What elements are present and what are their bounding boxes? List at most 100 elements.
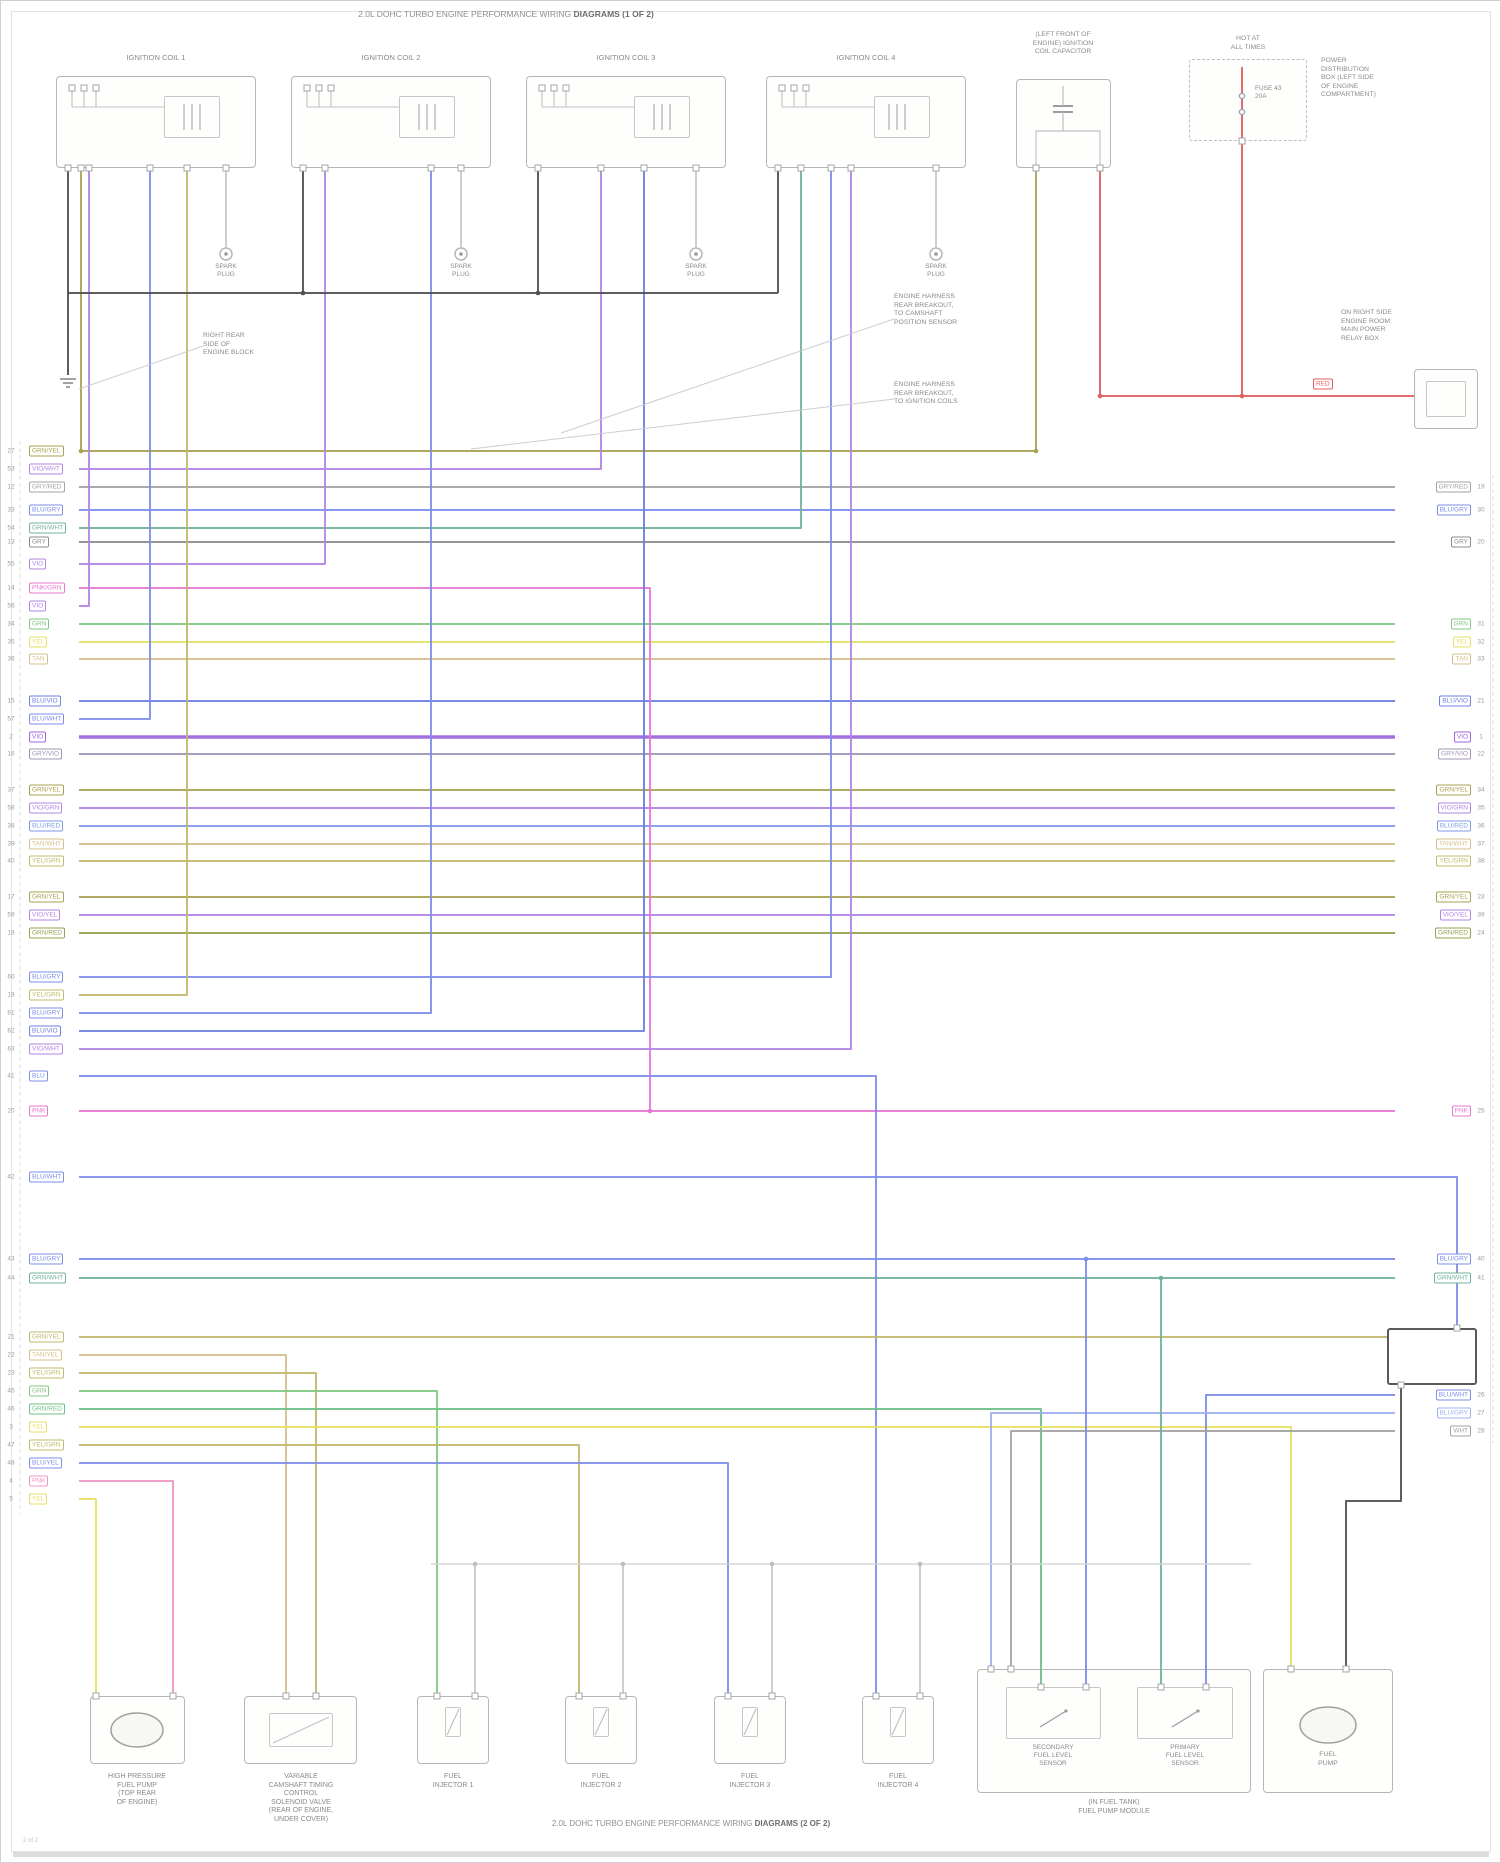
wire-color-label: YEL/GRN: [1436, 855, 1471, 867]
pin-number: 20: [1477, 538, 1485, 546]
watermark: 2 of 2: [23, 1838, 39, 1844]
pin-number: 54: [7, 524, 15, 532]
fuel-pump-module-caption: (IN FUEL TANK) FUEL PUMP MODULE: [1078, 1799, 1150, 1815]
connector-pin: [774, 164, 782, 172]
connector-pin: [619, 1692, 627, 1700]
connector-pin: [222, 164, 230, 172]
ignition-coil-2-box: [291, 76, 491, 168]
wire-khaki: [79, 168, 188, 996]
connector-pin: [790, 84, 798, 92]
connector-pin: [1157, 1683, 1165, 1691]
wire-color-label: YEL/GRN: [29, 1439, 64, 1451]
coil-2-winding-box: [399, 96, 455, 138]
spark-plug-symbol-2-dot: [459, 252, 463, 256]
pin-number: 59: [7, 911, 15, 919]
wire-dblue: [79, 168, 645, 1032]
pin-number: 57: [7, 715, 15, 723]
fuse-box-label: HOT AT ALL TIMES: [1230, 35, 1266, 51]
connector-pin: [169, 1692, 177, 1700]
pin-number: 13: [7, 538, 15, 546]
symbol-line: [1171, 1710, 1199, 1728]
wire-color-label: PNK: [29, 1105, 49, 1117]
wire-color-label: GRN/WHT: [29, 522, 67, 534]
pin-number: 32: [1477, 638, 1485, 646]
wire-color-label: BLU/WHT: [29, 713, 65, 725]
pin-number: 18: [7, 929, 15, 937]
wire-yellow: [79, 1426, 1292, 1669]
connector-pin: [327, 84, 335, 92]
connector-pin: [1082, 1683, 1090, 1691]
injector-4-inner: [890, 1707, 906, 1737]
wire-color-label: BLU/VIO: [1439, 695, 1471, 707]
wire-color-label: BLU/GRY: [29, 1007, 64, 1019]
connector-pin: [1202, 1683, 1210, 1691]
connector-pin: [282, 1692, 290, 1700]
connector-pin: [797, 164, 805, 172]
injector-1-inner: [445, 1707, 461, 1737]
pin-number: 42: [7, 1173, 15, 1181]
connector-pin: [1096, 164, 1104, 172]
connector-pin: [427, 164, 435, 172]
wire-color-label: GRN/WHT: [1433, 1272, 1471, 1284]
ignition-coil-3-box: [526, 76, 726, 168]
connector-pin: [1287, 1665, 1295, 1673]
fuel-pump-caption: FUEL PUMP: [1318, 1751, 1338, 1767]
pin-number: 48: [7, 1459, 15, 1467]
fuel-pump-motor-symbol: [1299, 1706, 1357, 1744]
pin-number: 43: [7, 1255, 15, 1263]
wire-color-label: GRN/WHT: [29, 1272, 67, 1284]
connector-pin: [1342, 1665, 1350, 1673]
connector-pin: [92, 1692, 100, 1700]
connector-pin: [77, 164, 85, 172]
pin-number: 45: [7, 1387, 15, 1395]
wire-color-label: VIO: [29, 600, 47, 612]
wire-wgray: [594, 1708, 608, 1736]
wire-blue: [79, 1462, 729, 1696]
connector-pin: [987, 1665, 995, 1673]
pin-number: 22: [1477, 750, 1485, 758]
fuel-injector-4-caption: FUEL INJECTOR 4: [877, 1773, 919, 1789]
connector-pin: [827, 164, 835, 172]
wire-color-label: GRN/RED: [29, 1403, 65, 1415]
pin-number: 25: [1477, 1107, 1485, 1115]
fuse-symbol: [1238, 92, 1246, 100]
fuel-injector-1-caption: FUEL INJECTOR 1: [432, 1773, 474, 1789]
connector-pin: [538, 84, 546, 92]
wire-color-label: VIO: [1453, 731, 1471, 743]
wire-color-label: BLU/GRY: [29, 504, 64, 516]
connector-pin: [1453, 1324, 1461, 1332]
wire-khaki: [79, 1372, 317, 1696]
wire-gray: [1010, 1430, 1395, 1669]
wire-junction-dot: [472, 1561, 478, 1567]
pin-number: 3: [9, 1423, 13, 1431]
pin-number: 33: [1477, 655, 1485, 663]
pin-number: 27: [1477, 1409, 1485, 1417]
connector-pin: [932, 164, 940, 172]
wire-color-label: BLU/VIO: [29, 695, 61, 707]
spark-plug-label-1: SPARK PLUG: [215, 263, 237, 278]
pin-number: 44: [7, 1274, 15, 1282]
wire-color-label: BLU/WHT: [29, 1171, 65, 1183]
ignition-coil-3-label: IGNITION COIL 3: [596, 53, 656, 62]
fuse-box: [1189, 59, 1307, 141]
connector-pin: [64, 164, 72, 172]
wire-color-label: VIO/YEL: [29, 909, 61, 921]
wire-color-label: VIO/YEL: [1439, 909, 1471, 921]
secondary-level-sensor-box: [1006, 1687, 1101, 1739]
wire-violet: [79, 168, 852, 1050]
wire-color-label: BLU/WHT: [1435, 1389, 1471, 1401]
connector-pin: [847, 164, 855, 172]
level-sensor-symbol-primary-dot: [1196, 1709, 1200, 1713]
wire-junction-dot: [535, 290, 541, 296]
wire-color-label: YEL: [1452, 636, 1471, 648]
connector-pin: [550, 84, 558, 92]
spark-plug-symbol-4-dot: [934, 252, 938, 256]
symbol-line: [1039, 1710, 1067, 1728]
wire-magenta: [79, 587, 651, 1111]
ignition-coil-4-box: [766, 76, 966, 168]
pin-number: 23: [1477, 893, 1485, 901]
power-distribution-note: POWER DISTRIBUTION BOX (LEFT SIDE OF ENG…: [1321, 57, 1376, 98]
bottom-bar: [13, 1852, 1489, 1857]
wire-color-label: BLU/GRY: [29, 1253, 64, 1265]
